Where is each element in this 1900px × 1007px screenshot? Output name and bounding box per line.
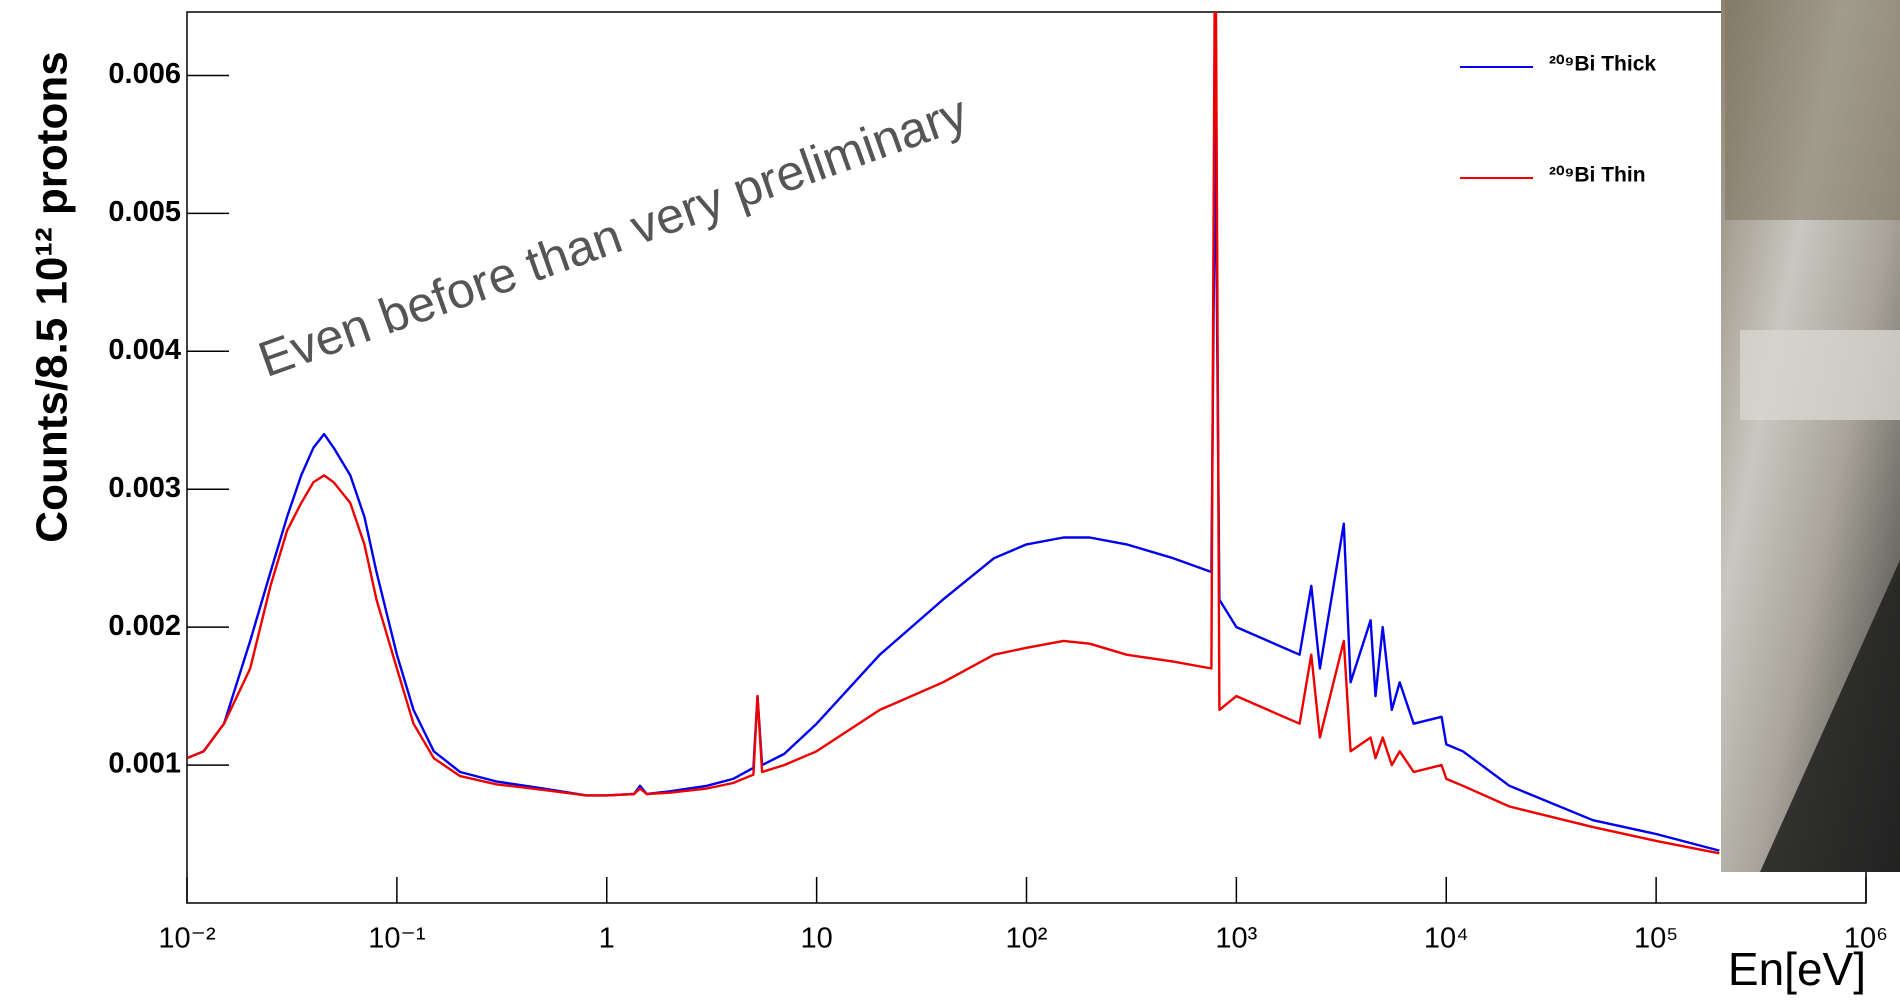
legend-label: ²⁰⁹Bi Thin [1549, 164, 1646, 187]
x-tick-label: 10 [800, 923, 832, 955]
x-axis-label: En[eV] [1728, 943, 1866, 995]
plot-frame [186, 11, 1867, 904]
y-tick-label: 0.001 [108, 748, 181, 780]
x-tick-label: 10² [1006, 923, 1048, 955]
photo-detail [1760, 560, 1900, 872]
y-tick-label: 0.005 [108, 196, 181, 228]
y-axis-label: Counts/8.5 10¹² protons [28, 51, 77, 542]
annotation: Even before than very preliminary [251, 84, 974, 388]
x-tick-label: 10⁻² [158, 923, 216, 955]
x-tick-label: 10⁻¹ [368, 923, 426, 955]
y-tick-label: 0.006 [108, 58, 181, 90]
series-line [187, 12, 1720, 855]
legend-label: ²⁰⁹Bi Thick [1549, 53, 1656, 76]
plot-area [187, 12, 1720, 855]
photo-detail [1725, 0, 1900, 220]
y-tick-label: 0.003 [108, 472, 181, 504]
x-tick-label: 10⁵ [1634, 923, 1678, 955]
photo-detail [1740, 330, 1900, 420]
x-tick-label: 10³ [1215, 923, 1257, 955]
series-line [187, 115, 1720, 852]
y-tick-label: 0.004 [108, 334, 181, 366]
x-tick-label: 10⁴ [1424, 923, 1469, 955]
photo-overlay [1721, 0, 1900, 872]
x-tick-label: 1 [599, 923, 615, 955]
y-tick-label: 0.002 [108, 610, 181, 642]
x-tick-label: 10⁶ [1844, 923, 1888, 955]
